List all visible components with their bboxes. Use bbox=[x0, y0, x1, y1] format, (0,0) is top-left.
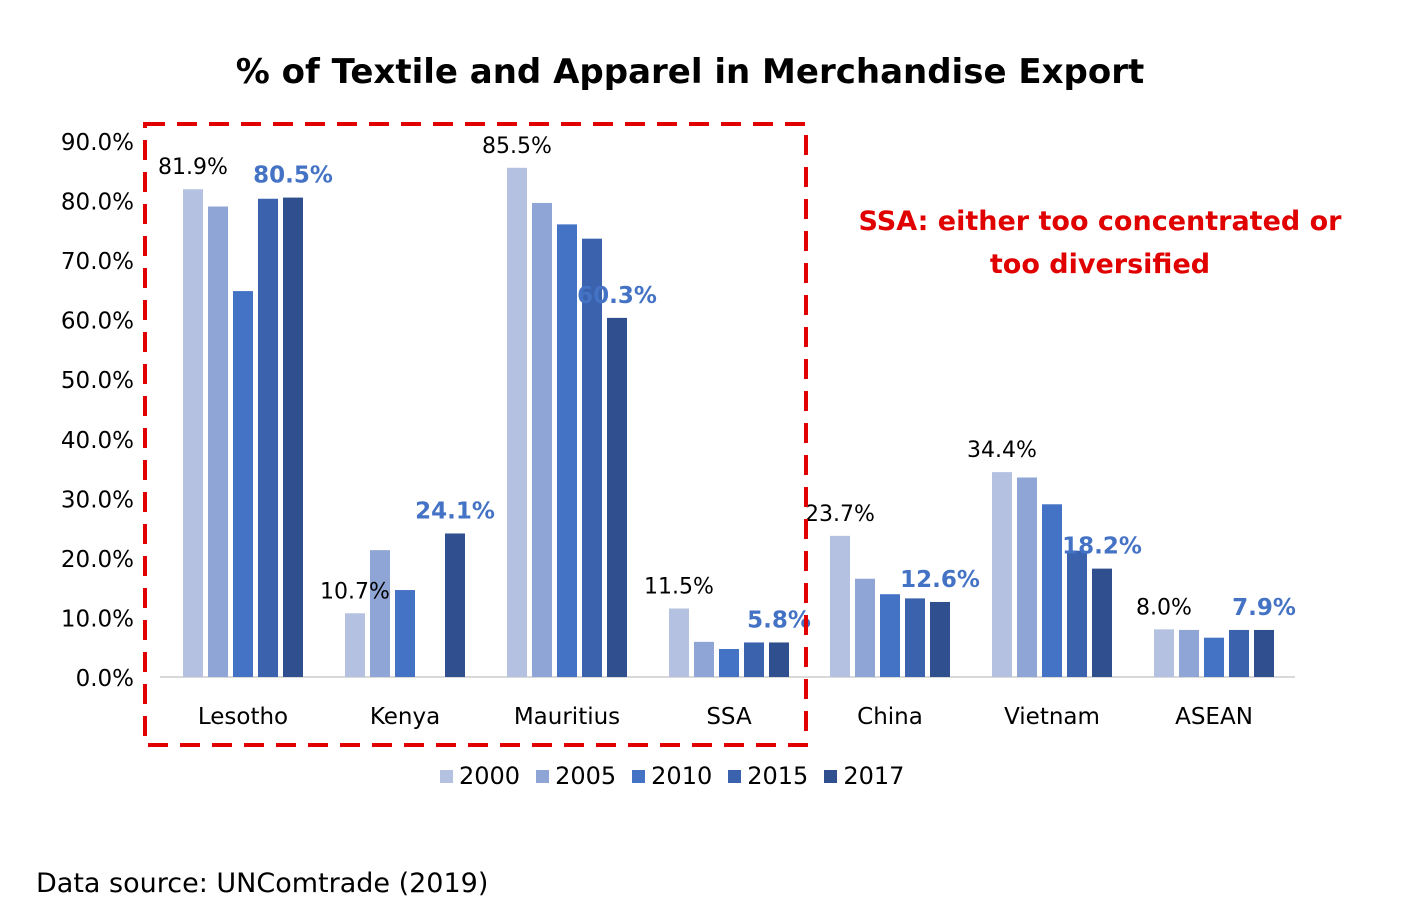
bar-kenya-2000 bbox=[345, 613, 365, 677]
bar-vietnam-2005 bbox=[1017, 477, 1037, 677]
y-tick-label: 0.0% bbox=[76, 666, 134, 692]
bar-mauritius-2015 bbox=[582, 238, 602, 677]
x-tick-label: SSA bbox=[706, 704, 752, 730]
data-label-kenya-2017: 24.1% bbox=[415, 498, 495, 524]
data-label-lesotho-2000: 81.9% bbox=[158, 155, 228, 180]
data-label-lesotho-2017: 80.5% bbox=[253, 163, 333, 189]
bar-ssa-2000 bbox=[669, 608, 689, 677]
annotation: SSA: either too concentrated or too dive… bbox=[850, 200, 1350, 286]
data-label-asean-2017: 7.9% bbox=[1232, 595, 1296, 621]
x-tick-label: Mauritius bbox=[514, 704, 620, 730]
x-tick-label: Vietnam bbox=[1004, 704, 1100, 730]
bar-asean-2017 bbox=[1254, 629, 1274, 677]
data-label-vietnam-2000: 34.4% bbox=[967, 438, 1037, 463]
bar-asean-2010 bbox=[1204, 637, 1224, 677]
y-tick-label: 70.0% bbox=[61, 249, 134, 275]
bar-mauritius-2010 bbox=[557, 224, 577, 677]
x-tick-label: ASEAN bbox=[1175, 704, 1253, 730]
bar-china-2000 bbox=[830, 535, 850, 677]
bar-mauritius-2005 bbox=[532, 202, 552, 677]
data-label-vietnam-2017: 18.2% bbox=[1062, 534, 1142, 560]
data-label-mauritius-2017: 60.3% bbox=[577, 283, 657, 309]
legend-item-2015: 2015 bbox=[728, 762, 808, 790]
data-label-asean-2000: 8.0% bbox=[1136, 595, 1192, 620]
x-tick-label: Kenya bbox=[370, 704, 440, 730]
legend-swatch bbox=[728, 769, 742, 783]
bar-china-2005 bbox=[855, 578, 875, 677]
bar-asean-2000 bbox=[1154, 629, 1174, 677]
legend-label: 2017 bbox=[843, 762, 905, 790]
bar-ssa-2010 bbox=[719, 649, 739, 677]
bar-lesotho-2005 bbox=[208, 206, 228, 677]
data-label-china-2017: 12.6% bbox=[900, 567, 980, 593]
bar-lesotho-2010 bbox=[233, 291, 253, 677]
data-label-mauritius-2000: 85.5% bbox=[482, 134, 552, 159]
bar-lesotho-2000 bbox=[183, 189, 203, 678]
data-label-kenya-2000: 10.7% bbox=[320, 579, 390, 604]
y-tick-label: 40.0% bbox=[61, 428, 134, 454]
y-tick-label: 80.0% bbox=[61, 190, 134, 216]
bar-kenya-2010 bbox=[395, 590, 415, 677]
bar-kenya-2005 bbox=[370, 550, 390, 677]
bar-asean-2005 bbox=[1179, 629, 1199, 677]
y-tick-label: 20.0% bbox=[61, 547, 134, 573]
legend-label: 2010 bbox=[651, 762, 713, 790]
y-tick-label: 90.0% bbox=[61, 130, 134, 156]
bar-ssa-2015 bbox=[744, 642, 764, 677]
x-tick-label: Lesotho bbox=[198, 704, 288, 730]
bar-vietnam-2015 bbox=[1067, 550, 1087, 677]
bar-vietnam-2000 bbox=[992, 472, 1012, 677]
legend-label: 2005 bbox=[555, 762, 617, 790]
legend-label: 2000 bbox=[459, 762, 521, 790]
legend-swatch bbox=[632, 769, 646, 783]
annotation-line-1: SSA: either too concentrated or bbox=[858, 206, 1342, 237]
bar-china-2010 bbox=[880, 594, 900, 677]
legend-item-2010: 2010 bbox=[632, 762, 712, 790]
bar-kenya-2017 bbox=[445, 533, 465, 677]
y-tick-label: 10.0% bbox=[61, 606, 134, 632]
bars-layer bbox=[183, 167, 1274, 678]
legend-swatch bbox=[824, 769, 838, 783]
y-tick-label: 60.0% bbox=[61, 309, 134, 335]
bar-china-2017 bbox=[930, 601, 950, 677]
legend-label: 2015 bbox=[747, 762, 809, 790]
y-tick-label: 50.0% bbox=[61, 368, 134, 394]
bar-vietnam-2017 bbox=[1092, 568, 1112, 677]
data-source: Data source: UNComtrade (2019) bbox=[36, 868, 489, 899]
highlight-box bbox=[143, 122, 808, 747]
data-label-china-2000: 23.7% bbox=[805, 502, 875, 527]
legend-swatch bbox=[536, 769, 550, 783]
data-labels-layer: 81.9% 80.5% 10.7% 24.1% 85.5% 60.3% 11.5% 5.8% 2… bbox=[158, 134, 1296, 634]
bar-mauritius-2017 bbox=[607, 317, 627, 677]
legend-swatch bbox=[440, 769, 453, 783]
bar-ssa-2005 bbox=[694, 641, 714, 677]
bar-china-2015 bbox=[905, 598, 925, 677]
bar-vietnam-2010 bbox=[1042, 504, 1062, 677]
data-label-ssa-2000: 11.5% bbox=[644, 575, 714, 600]
data-label-ssa-2017: 5.8% bbox=[747, 607, 811, 633]
annotation-line-2: too diversified bbox=[989, 249, 1211, 280]
legend: 2000 2005 2010 2015 2017 bbox=[440, 762, 920, 790]
legend-item-2005: 2005 bbox=[536, 762, 616, 790]
chart-title: % of Textile and Apparel in Merchandise … bbox=[235, 52, 1145, 92]
bar-asean-2015 bbox=[1229, 629, 1249, 677]
legend-item-2017: 2017 bbox=[824, 762, 904, 790]
x-tick-label: China bbox=[857, 704, 923, 730]
y-tick-label: 30.0% bbox=[61, 487, 134, 513]
bar-ssa-2017 bbox=[769, 642, 789, 677]
bar-mauritius-2000 bbox=[507, 167, 527, 678]
legend-item-2000: 2000 bbox=[440, 762, 520, 790]
bar-lesotho-2015 bbox=[258, 198, 278, 677]
bar-lesotho-2017 bbox=[283, 197, 303, 678]
